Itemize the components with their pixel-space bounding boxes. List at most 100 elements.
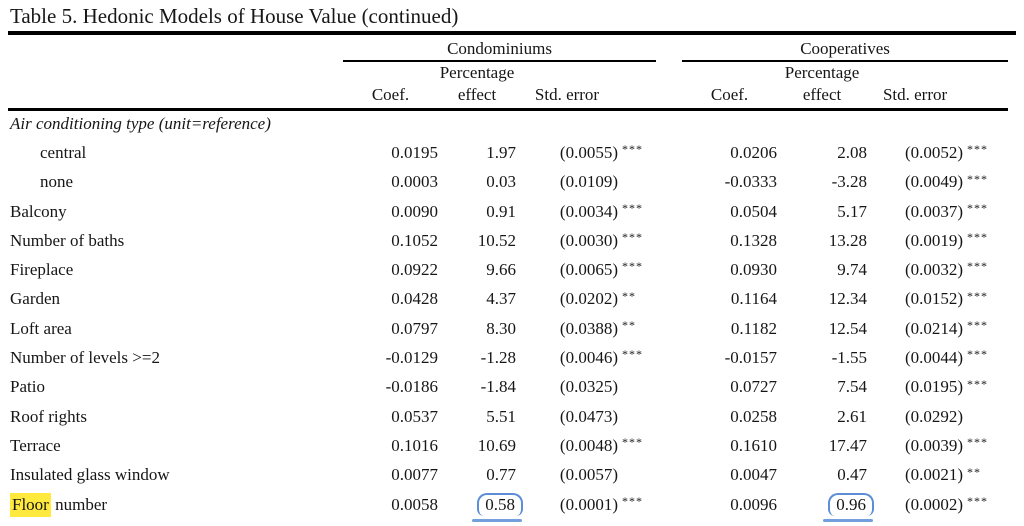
coop-stderr-value: (0.0292) [904, 406, 964, 426]
column-gap [656, 138, 682, 167]
empty-cell [618, 61, 656, 83]
empty-cell [963, 83, 1009, 111]
row-label: Floor number [8, 490, 343, 519]
condo-effect-value: 9.66 [486, 260, 516, 280]
column-gap [656, 226, 682, 255]
condo-stderr-value: (0.0202) [559, 289, 618, 309]
coop-effect-value: 7.54 [837, 377, 868, 397]
coop-coef-value: 0.0930 [730, 260, 778, 280]
condo-coef-value: 0.0797 [391, 318, 438, 338]
condo-coef-value: 0.0537 [391, 406, 438, 426]
condo-stderr-value: (0.0109) [559, 172, 618, 192]
coop-effect-value: 12.54 [828, 318, 868, 338]
coop-significance: *** [967, 493, 989, 508]
coop-coef-value: 0.0206 [730, 142, 778, 162]
coop-coef-value: 0.1164 [730, 289, 778, 309]
row-label: Fireplace [10, 260, 74, 280]
column-gap [656, 373, 682, 402]
column-gap [656, 402, 682, 431]
condo-significance: *** [622, 142, 643, 157]
condo-significance [618, 402, 656, 431]
table-row: Number of baths 0.1052 10.52 (0.0030) *** 0.1… [8, 226, 1008, 255]
row-label: Terrace [10, 435, 61, 455]
table-header: Condominiums Cooperatives Percentage Per… [8, 36, 1009, 111]
coop-stderr-value: (0.0019) [904, 230, 964, 250]
table-row: none 0.0003 0.03 (0.0109) -0.0333 -3.28 (0.004… [8, 168, 1008, 197]
column-gap [656, 431, 682, 460]
condo-effect-value: 4.37 [486, 289, 516, 309]
row-label: Air conditioning type (unit=reference) [10, 114, 271, 134]
column-gap [656, 61, 682, 83]
condo-stderr-value: (0.0065) [559, 260, 618, 280]
condo-significance [618, 109, 656, 138]
coop-stderr-value: (0.0002) [904, 494, 964, 514]
empty-cell [516, 61, 618, 83]
condo-stderr-value: (0.0046) [559, 348, 618, 368]
table-row: Garden 0.0428 4.37 (0.0202) ** 0.1164 12.34 (0.… [8, 285, 1008, 314]
empty-cell [867, 61, 963, 83]
condo-significance: *** [622, 230, 643, 245]
condo-stderr-value: (0.0034) [559, 201, 618, 221]
coop-coef-value: 0.0047 [730, 465, 778, 485]
coop-stderr-value: (0.0049) [904, 172, 964, 192]
column-gap [656, 343, 682, 372]
condo-effect-header: effect [438, 83, 516, 111]
empty-cell [618, 83, 657, 111]
condo-percentage-label: Percentage [439, 63, 515, 82]
condo-effect-value: 1.97 [486, 142, 516, 162]
condo-effect-value: 10.52 [477, 230, 516, 250]
column-gap [656, 285, 682, 314]
coop-coef-value: -0.0157 [724, 348, 778, 368]
coop-effect-value: 2.61 [837, 406, 868, 426]
empty-cell [682, 61, 777, 83]
coop-coef-value: 0.0096 [730, 494, 778, 514]
coop-coef-header: Coef. [682, 83, 778, 111]
condo-effect-value: -1.84 [480, 377, 516, 397]
row-label: Number of levels >=2 [10, 348, 160, 368]
condo-stderr-value: (0.0055) [559, 142, 618, 162]
table-row: Air conditioning type (unit=reference) [8, 109, 1008, 138]
coop-effect-value: 9.74 [837, 260, 868, 280]
coop-coef-value: 0.0504 [730, 201, 778, 221]
group-header-row: Condominiums Cooperatives [8, 36, 1009, 62]
row-label: Insulated glass window [10, 465, 170, 485]
coop-stderr-value: (0.0195) [904, 377, 964, 397]
column-gap [656, 168, 682, 197]
condo-significance: *** [622, 259, 643, 274]
row-label: Balcony [10, 201, 67, 221]
condo-effect-value: -1.28 [480, 348, 516, 368]
table-row: Number of levels >=2 -0.0129 -1.28 (0.0046)… [8, 343, 1008, 372]
coop-coef-value [682, 109, 777, 138]
empty-cell [8, 36, 343, 61]
coop-stderr-value [867, 109, 963, 138]
coop-effect-value: 17.47 [828, 435, 868, 455]
condo-effect-value: 8.30 [486, 318, 516, 338]
highlighted-text: Floor [10, 492, 51, 517]
condo-stderr-header: Std. error [516, 83, 618, 111]
row-label: Number of baths [10, 230, 125, 250]
condo-coef-value: 0.0058 [391, 494, 438, 514]
condo-effect-value: 0.91 [486, 201, 516, 221]
condo-coef-header: Coef. [343, 83, 438, 111]
coop-significance [963, 402, 1008, 431]
title-rule [8, 31, 1016, 35]
column-gap [656, 461, 682, 490]
coop-significance: *** [967, 259, 989, 274]
condo-significance: *** [622, 347, 643, 362]
coop-coef-value: -0.0333 [724, 172, 778, 192]
condo-coef-value [343, 109, 438, 138]
table-row: Loft area 0.0797 8.30 (0.0388) ** 0.1182 12.54… [8, 314, 1008, 343]
condo-stderr-value: (0.0325) [559, 377, 618, 397]
condo-coef-value: 0.0922 [391, 260, 438, 280]
table-row: Patio -0.0186 -1.84 (0.0325) 0.0727 7.54 (0.01… [8, 373, 1008, 402]
coop-stderr-value: (0.0032) [904, 260, 964, 280]
coop-coef-value: 0.0727 [730, 377, 778, 397]
coop-significance [963, 109, 1008, 138]
row-label: Loft area [10, 318, 72, 338]
table-row: Balcony 0.0090 0.91 (0.0034) *** 0.0504 5.17 (0… [8, 197, 1008, 226]
row-label: none [40, 172, 74, 192]
empty-cell [8, 61, 343, 83]
coop-effect-header: effect [777, 83, 868, 111]
condo-significance: *** [622, 493, 643, 508]
